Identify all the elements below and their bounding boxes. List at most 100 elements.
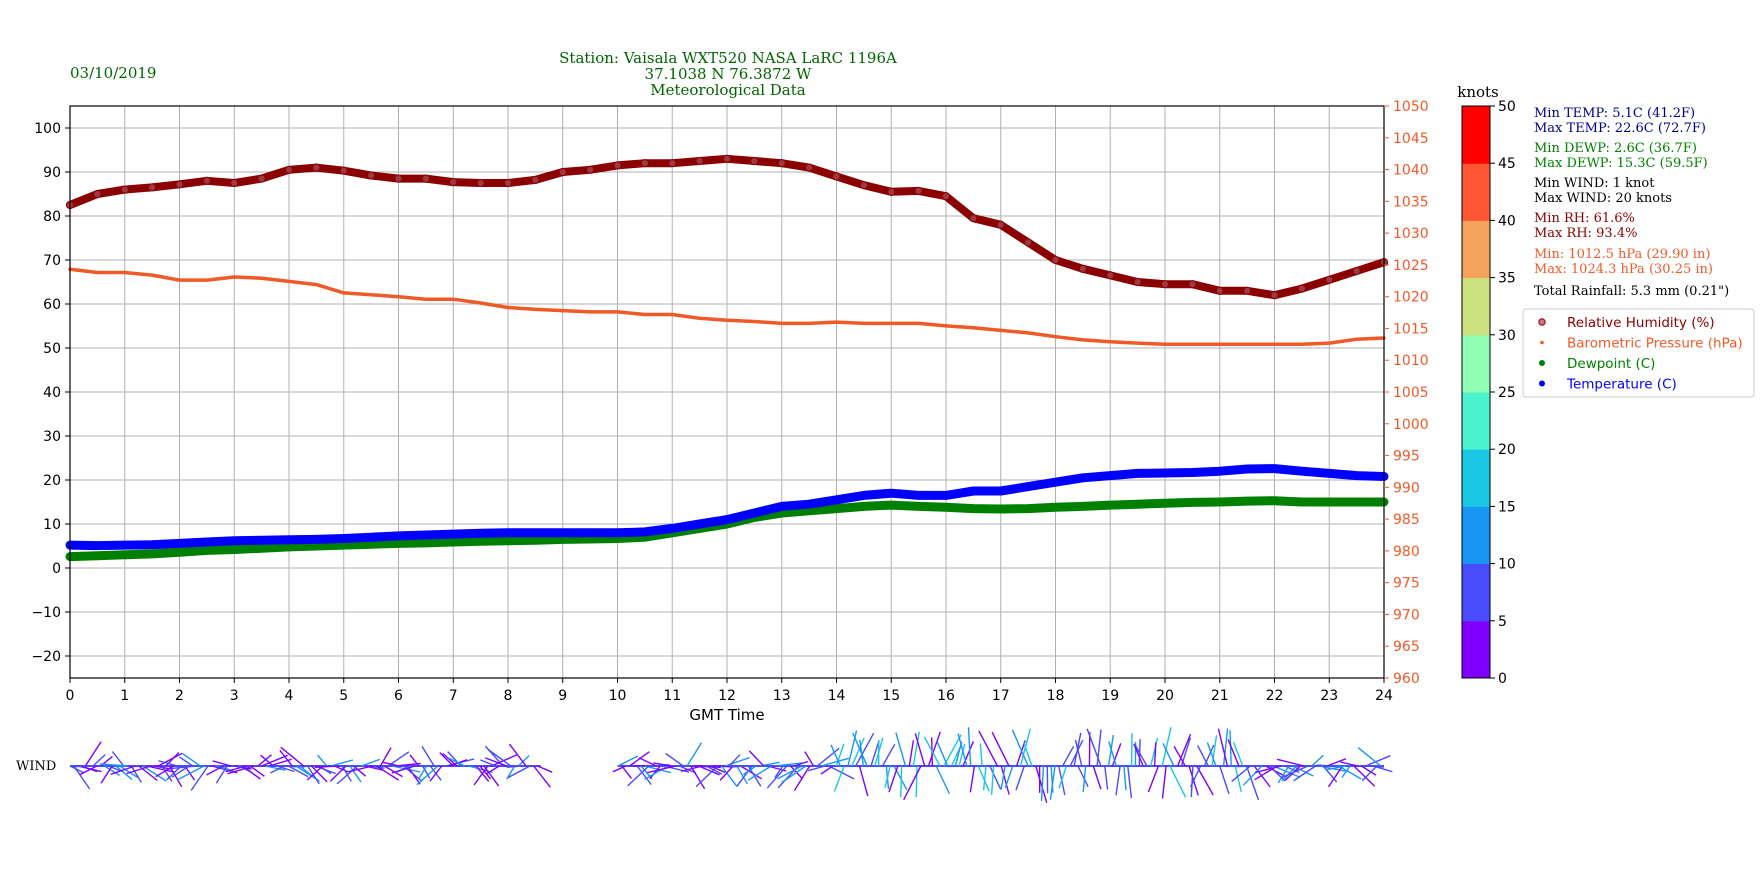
legend-marker	[1539, 380, 1545, 387]
data-point-dewpoint-c	[586, 535, 594, 543]
x-tick-label: 11	[663, 688, 681, 704]
data-point-relative-humidity	[832, 172, 841, 181]
data-point-relative-humidity	[695, 156, 704, 166]
wind-barb	[1222, 728, 1229, 767]
wind-barb	[1015, 765, 1025, 791]
station-title: Station: Vaisala WXT520 NASA LaRC 1196A	[559, 49, 897, 67]
data-point-dewpoint-c	[1024, 505, 1032, 512]
wind-barb	[442, 752, 458, 767]
data-point-relative-humidity	[202, 176, 211, 185]
data-point-temperature-c	[1106, 472, 1114, 479]
wind-barb	[334, 765, 349, 773]
data-point-dewpoint-c	[449, 538, 457, 546]
stat-line: Min: 1012.5 hPa (29.90 in)	[1534, 247, 1710, 262]
wind-barb	[1049, 765, 1056, 800]
wind-barb	[416, 765, 439, 786]
right-tick-label: 1010	[1393, 353, 1429, 369]
wind-barb	[728, 754, 741, 767]
wind-barb	[794, 760, 809, 767]
wind-barb	[775, 762, 802, 767]
data-point-relative-humidity	[1243, 286, 1252, 295]
x-tick-label: 8	[504, 688, 513, 704]
right-tick-label: 1045	[1393, 131, 1429, 147]
wind-barb	[989, 765, 1002, 790]
data-point-temperature-c	[668, 525, 676, 532]
wind-barb	[409, 754, 420, 767]
wind-barb	[206, 765, 224, 776]
wind-barb	[421, 746, 435, 767]
data-point-dewpoint-c	[1134, 500, 1141, 508]
left-tick-label: 20	[43, 473, 61, 489]
wind-barb	[1147, 765, 1160, 793]
data-point-dewpoint-c	[1052, 503, 1059, 511]
x-tick-label: 15	[882, 688, 900, 704]
wind-barb	[73, 765, 91, 790]
data-point-relative-humidity	[1188, 280, 1197, 289]
data-point-relative-humidity	[1325, 275, 1334, 284]
wind-barb	[719, 765, 734, 781]
right-tick-label: 975	[1393, 576, 1420, 592]
data-point-temperature-c	[1353, 472, 1360, 479]
wind-barb	[969, 765, 976, 793]
wind-barb	[155, 765, 174, 778]
data-point-relative-humidity	[558, 167, 567, 177]
wind-barb	[1341, 765, 1351, 778]
wind-barb	[1217, 728, 1229, 767]
data-point-relative-humidity	[750, 156, 759, 166]
stat-line: Max RH: 93.4%	[1534, 226, 1637, 241]
colorbar-band	[1462, 506, 1490, 565]
wind-barb	[1023, 742, 1033, 767]
data-point-dewpoint-c	[970, 505, 977, 512]
data-point-temperature-c	[1216, 467, 1224, 475]
data-point-relative-humidity	[1051, 255, 1060, 265]
left-tick-label: 60	[43, 297, 61, 313]
wind-barb	[1231, 765, 1251, 782]
wind-barb	[923, 736, 941, 767]
wind-barb	[1219, 765, 1230, 795]
data-point-relative-humidity	[586, 165, 595, 174]
data-point-relative-humidity	[312, 163, 321, 172]
data-point-relative-humidity	[284, 165, 294, 174]
stat-line: Max DEWP: 15.3C (59.5F)	[1534, 156, 1708, 171]
wind-barb	[92, 754, 106, 767]
colorbar-tick-label: 25	[1498, 385, 1516, 401]
wind-barb	[1000, 765, 1006, 790]
wind-barb	[881, 743, 896, 767]
colorbar-band	[1462, 277, 1490, 336]
data-point-dewpoint-c	[148, 550, 156, 558]
wind-barb	[1176, 733, 1192, 767]
wind-barb	[936, 741, 949, 767]
data-point-relative-humidity	[476, 178, 485, 188]
wind-barb	[1115, 765, 1121, 796]
data-point-dewpoint-c	[805, 507, 813, 515]
data-point-temperature-c	[94, 542, 101, 549]
colorbar-tick-label: 40	[1498, 213, 1516, 229]
data-point-temperature-c	[751, 509, 758, 517]
wind-barb	[927, 731, 941, 767]
x-tick-label: 14	[828, 688, 846, 704]
colorbar-band	[1462, 449, 1490, 507]
data-point-dewpoint-c	[887, 501, 895, 509]
data-point-temperature-c	[285, 536, 293, 544]
colorbar-tick-label: 15	[1498, 499, 1516, 515]
right-tick-label: 965	[1393, 639, 1420, 655]
wind-barb	[1357, 747, 1382, 767]
wind-barb	[306, 765, 324, 781]
data-point-dewpoint-c	[833, 505, 840, 512]
data-point-temperature-c	[258, 536, 265, 544]
left-tick-label: −20	[31, 649, 61, 665]
wind-barb	[421, 765, 431, 779]
wind-barb	[288, 765, 309, 778]
wind-barb	[935, 765, 951, 795]
wind-barb	[830, 744, 841, 767]
wind-barb	[507, 765, 531, 779]
wind-barb	[336, 765, 358, 785]
data-point-temperature-c	[778, 503, 786, 510]
data-point-dewpoint-c	[1161, 500, 1169, 507]
wind-barb	[1058, 765, 1068, 789]
wind-barb	[1311, 754, 1324, 767]
wind-barb	[793, 765, 811, 791]
wind-barb	[483, 765, 500, 787]
wind-barb	[1242, 765, 1263, 786]
data-point-relative-humidity	[175, 180, 184, 189]
